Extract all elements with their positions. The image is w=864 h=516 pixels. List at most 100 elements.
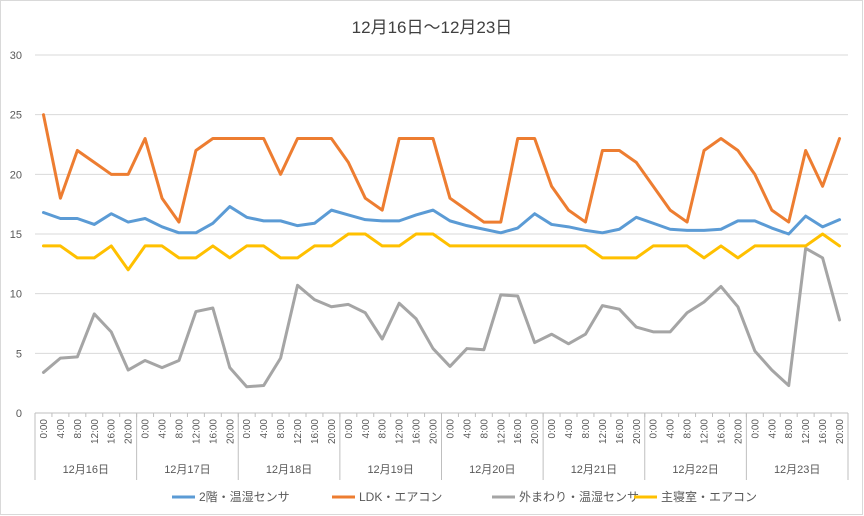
data-point bbox=[533, 341, 536, 344]
data-point bbox=[398, 137, 401, 140]
y-axis: 0 5 10 15 20 25 30 bbox=[10, 50, 22, 420]
data-point bbox=[618, 149, 621, 152]
data-point bbox=[127, 173, 130, 176]
x-tick-label: 12:00 bbox=[293, 419, 304, 444]
data-point bbox=[212, 222, 215, 225]
data-point bbox=[686, 311, 689, 314]
x-tick-label: 4:00 bbox=[666, 419, 677, 439]
data-point bbox=[245, 137, 248, 140]
data-point bbox=[42, 245, 45, 248]
data-point bbox=[127, 221, 130, 224]
x-tick-label: 0:00 bbox=[750, 419, 761, 439]
data-point bbox=[821, 257, 824, 260]
x-tick-label: 4:00 bbox=[361, 419, 372, 439]
data-point bbox=[245, 245, 248, 248]
x-tick-label: 4:00 bbox=[767, 419, 778, 439]
x-tick-label: 12:00 bbox=[598, 419, 609, 444]
data-point bbox=[550, 185, 553, 188]
x-tick-label: 8:00 bbox=[276, 419, 287, 439]
data-point bbox=[787, 221, 790, 224]
data-point bbox=[652, 245, 655, 248]
data-point bbox=[59, 217, 62, 220]
data-point bbox=[381, 209, 384, 212]
x-tick-label: 12:00 bbox=[801, 419, 812, 444]
y-tick-label: 20 bbox=[10, 169, 22, 181]
data-point bbox=[296, 284, 299, 287]
y-tick-label: 10 bbox=[10, 289, 22, 301]
x-group-label: 12月23日 bbox=[774, 464, 820, 476]
x-tick-label: 16:00 bbox=[107, 419, 118, 444]
data-point bbox=[228, 366, 231, 369]
x-tick-label: 4:00 bbox=[564, 419, 575, 439]
data-point bbox=[770, 227, 773, 230]
y-tick-label: 30 bbox=[10, 50, 22, 62]
data-point bbox=[398, 302, 401, 305]
x-group-label: 12月21日 bbox=[571, 464, 617, 476]
data-point bbox=[804, 149, 807, 152]
x-tick-label: 12:00 bbox=[191, 419, 202, 444]
data-point bbox=[754, 245, 757, 248]
x-tick-label: 8:00 bbox=[784, 419, 795, 439]
x-tick-label: 20:00 bbox=[530, 419, 541, 444]
data-point bbox=[483, 228, 486, 231]
x-tick-label: 16:00 bbox=[310, 419, 321, 444]
data-point bbox=[330, 245, 333, 248]
data-point bbox=[584, 221, 587, 224]
x-tick-label: 12:00 bbox=[90, 419, 101, 444]
data-point bbox=[821, 233, 824, 236]
data-point bbox=[499, 245, 502, 248]
x-tick-label: 0:00 bbox=[547, 419, 558, 439]
data-point bbox=[584, 229, 587, 232]
x-tick-label: 8:00 bbox=[683, 419, 694, 439]
x-tick-label: 16:00 bbox=[513, 419, 524, 444]
data-point bbox=[364, 233, 367, 236]
data-point bbox=[483, 348, 486, 351]
y-tick-label: 0 bbox=[16, 408, 22, 420]
data-point bbox=[279, 173, 282, 176]
data-point bbox=[330, 305, 333, 308]
data-point bbox=[550, 245, 553, 248]
data-point bbox=[415, 233, 418, 236]
data-point bbox=[330, 137, 333, 140]
legend-label: LDK・エアコン bbox=[359, 490, 442, 504]
data-point bbox=[720, 285, 723, 288]
data-point bbox=[483, 221, 486, 224]
data-point bbox=[398, 220, 401, 223]
data-point bbox=[127, 369, 130, 372]
x-tick-label: 16:00 bbox=[412, 419, 423, 444]
data-point bbox=[584, 245, 587, 248]
data-point bbox=[93, 257, 96, 260]
data-point bbox=[804, 245, 807, 248]
data-point bbox=[601, 232, 604, 235]
x-tick-label: 4:00 bbox=[158, 419, 169, 439]
legend-item: LDK・エアコン bbox=[332, 490, 442, 504]
data-point bbox=[466, 347, 469, 350]
data-point bbox=[161, 366, 164, 369]
data-point bbox=[449, 365, 452, 368]
x-tick-label: 20:00 bbox=[124, 419, 135, 444]
data-point bbox=[279, 220, 282, 223]
data-point bbox=[466, 245, 469, 248]
data-point bbox=[212, 245, 215, 248]
x-tick-label: 8:00 bbox=[479, 419, 490, 439]
data-point bbox=[720, 228, 723, 231]
data-point bbox=[330, 209, 333, 212]
x-tick-label: 20:00 bbox=[733, 419, 744, 444]
data-point bbox=[838, 218, 841, 221]
data-point bbox=[838, 319, 841, 322]
data-point bbox=[466, 224, 469, 227]
x-tick-label: 12:00 bbox=[395, 419, 406, 444]
x-tick-label: 4:00 bbox=[462, 419, 473, 439]
data-point bbox=[686, 229, 689, 232]
x-tick-label: 20:00 bbox=[225, 419, 236, 444]
data-point bbox=[838, 137, 841, 140]
series-line bbox=[41, 246, 842, 389]
data-point bbox=[93, 223, 96, 226]
data-point bbox=[635, 326, 638, 329]
data-point bbox=[669, 209, 672, 212]
data-point bbox=[212, 307, 215, 310]
data-point bbox=[584, 333, 587, 336]
data-point bbox=[178, 359, 181, 362]
data-point bbox=[804, 215, 807, 218]
